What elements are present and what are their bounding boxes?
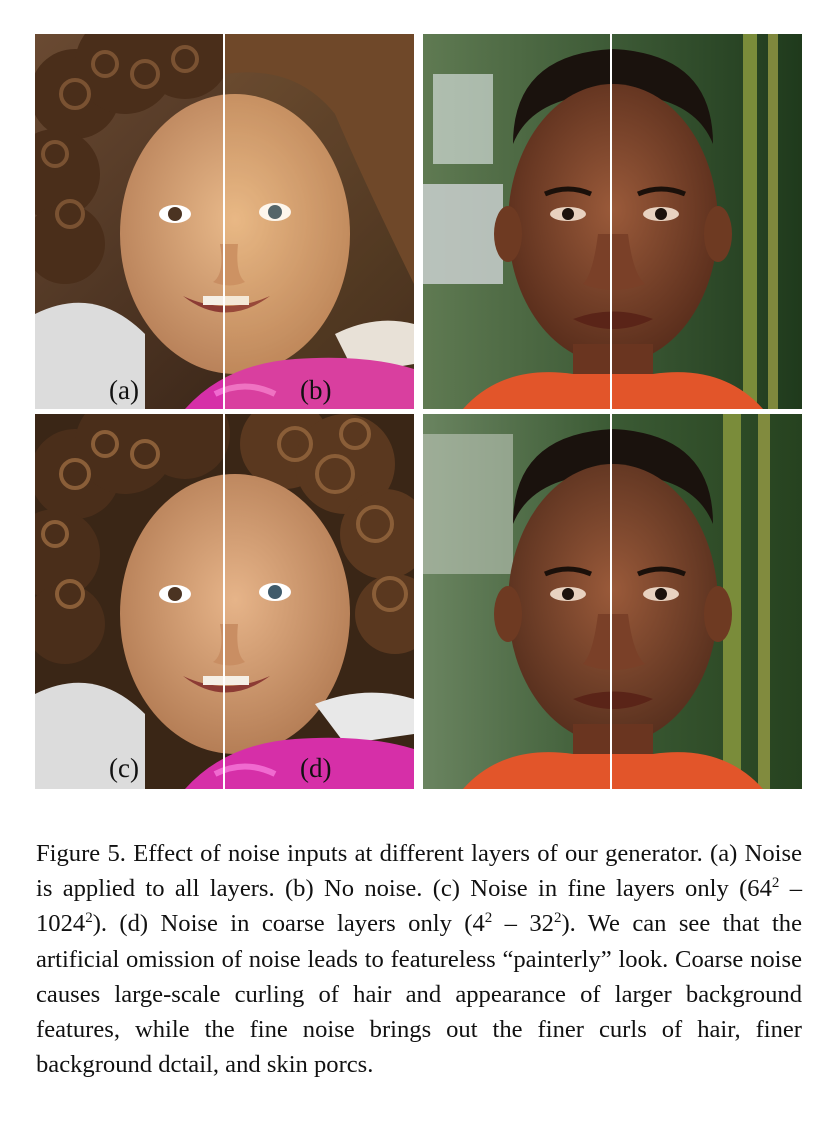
figure-5: (a) (b) — [35, 34, 802, 789]
split-line — [223, 414, 225, 789]
split-line — [610, 34, 612, 409]
man-photo-illustration — [423, 34, 802, 409]
superscript: 2 — [553, 910, 562, 927]
caption-text: ). (d) Noise in coarse layers only (4 — [92, 910, 485, 938]
figure-caption: Figure 5. Effect of noise inputs at diff… — [36, 836, 802, 1082]
panel-label-b: (b) — [300, 375, 332, 405]
child-photo-illustration — [35, 414, 414, 789]
caption-text: – 32 — [492, 910, 554, 938]
image-man-a-b — [423, 34, 802, 409]
image-child-a-b: (a) (b) — [35, 34, 414, 409]
superscript: 2 — [85, 910, 93, 927]
superscript: 2 — [771, 875, 780, 892]
panel-label-c: (c) — [109, 753, 139, 783]
panel-label-d: (d) — [300, 753, 332, 783]
split-line — [223, 34, 225, 409]
caption-text: Figure 5. Effect of noise inputs at diff… — [36, 840, 802, 903]
split-line — [610, 414, 612, 789]
image-man-c-d — [423, 414, 802, 789]
caption-text: – 1024 — [36, 875, 802, 938]
superscript: 2 — [484, 910, 493, 927]
man-photo-illustration — [423, 414, 802, 789]
image-child-c-d: (c) (d) — [35, 414, 414, 789]
caption-text: ). We can see that the artificial omissi… — [36, 910, 802, 1079]
panel-label-a: (a) — [109, 375, 139, 405]
